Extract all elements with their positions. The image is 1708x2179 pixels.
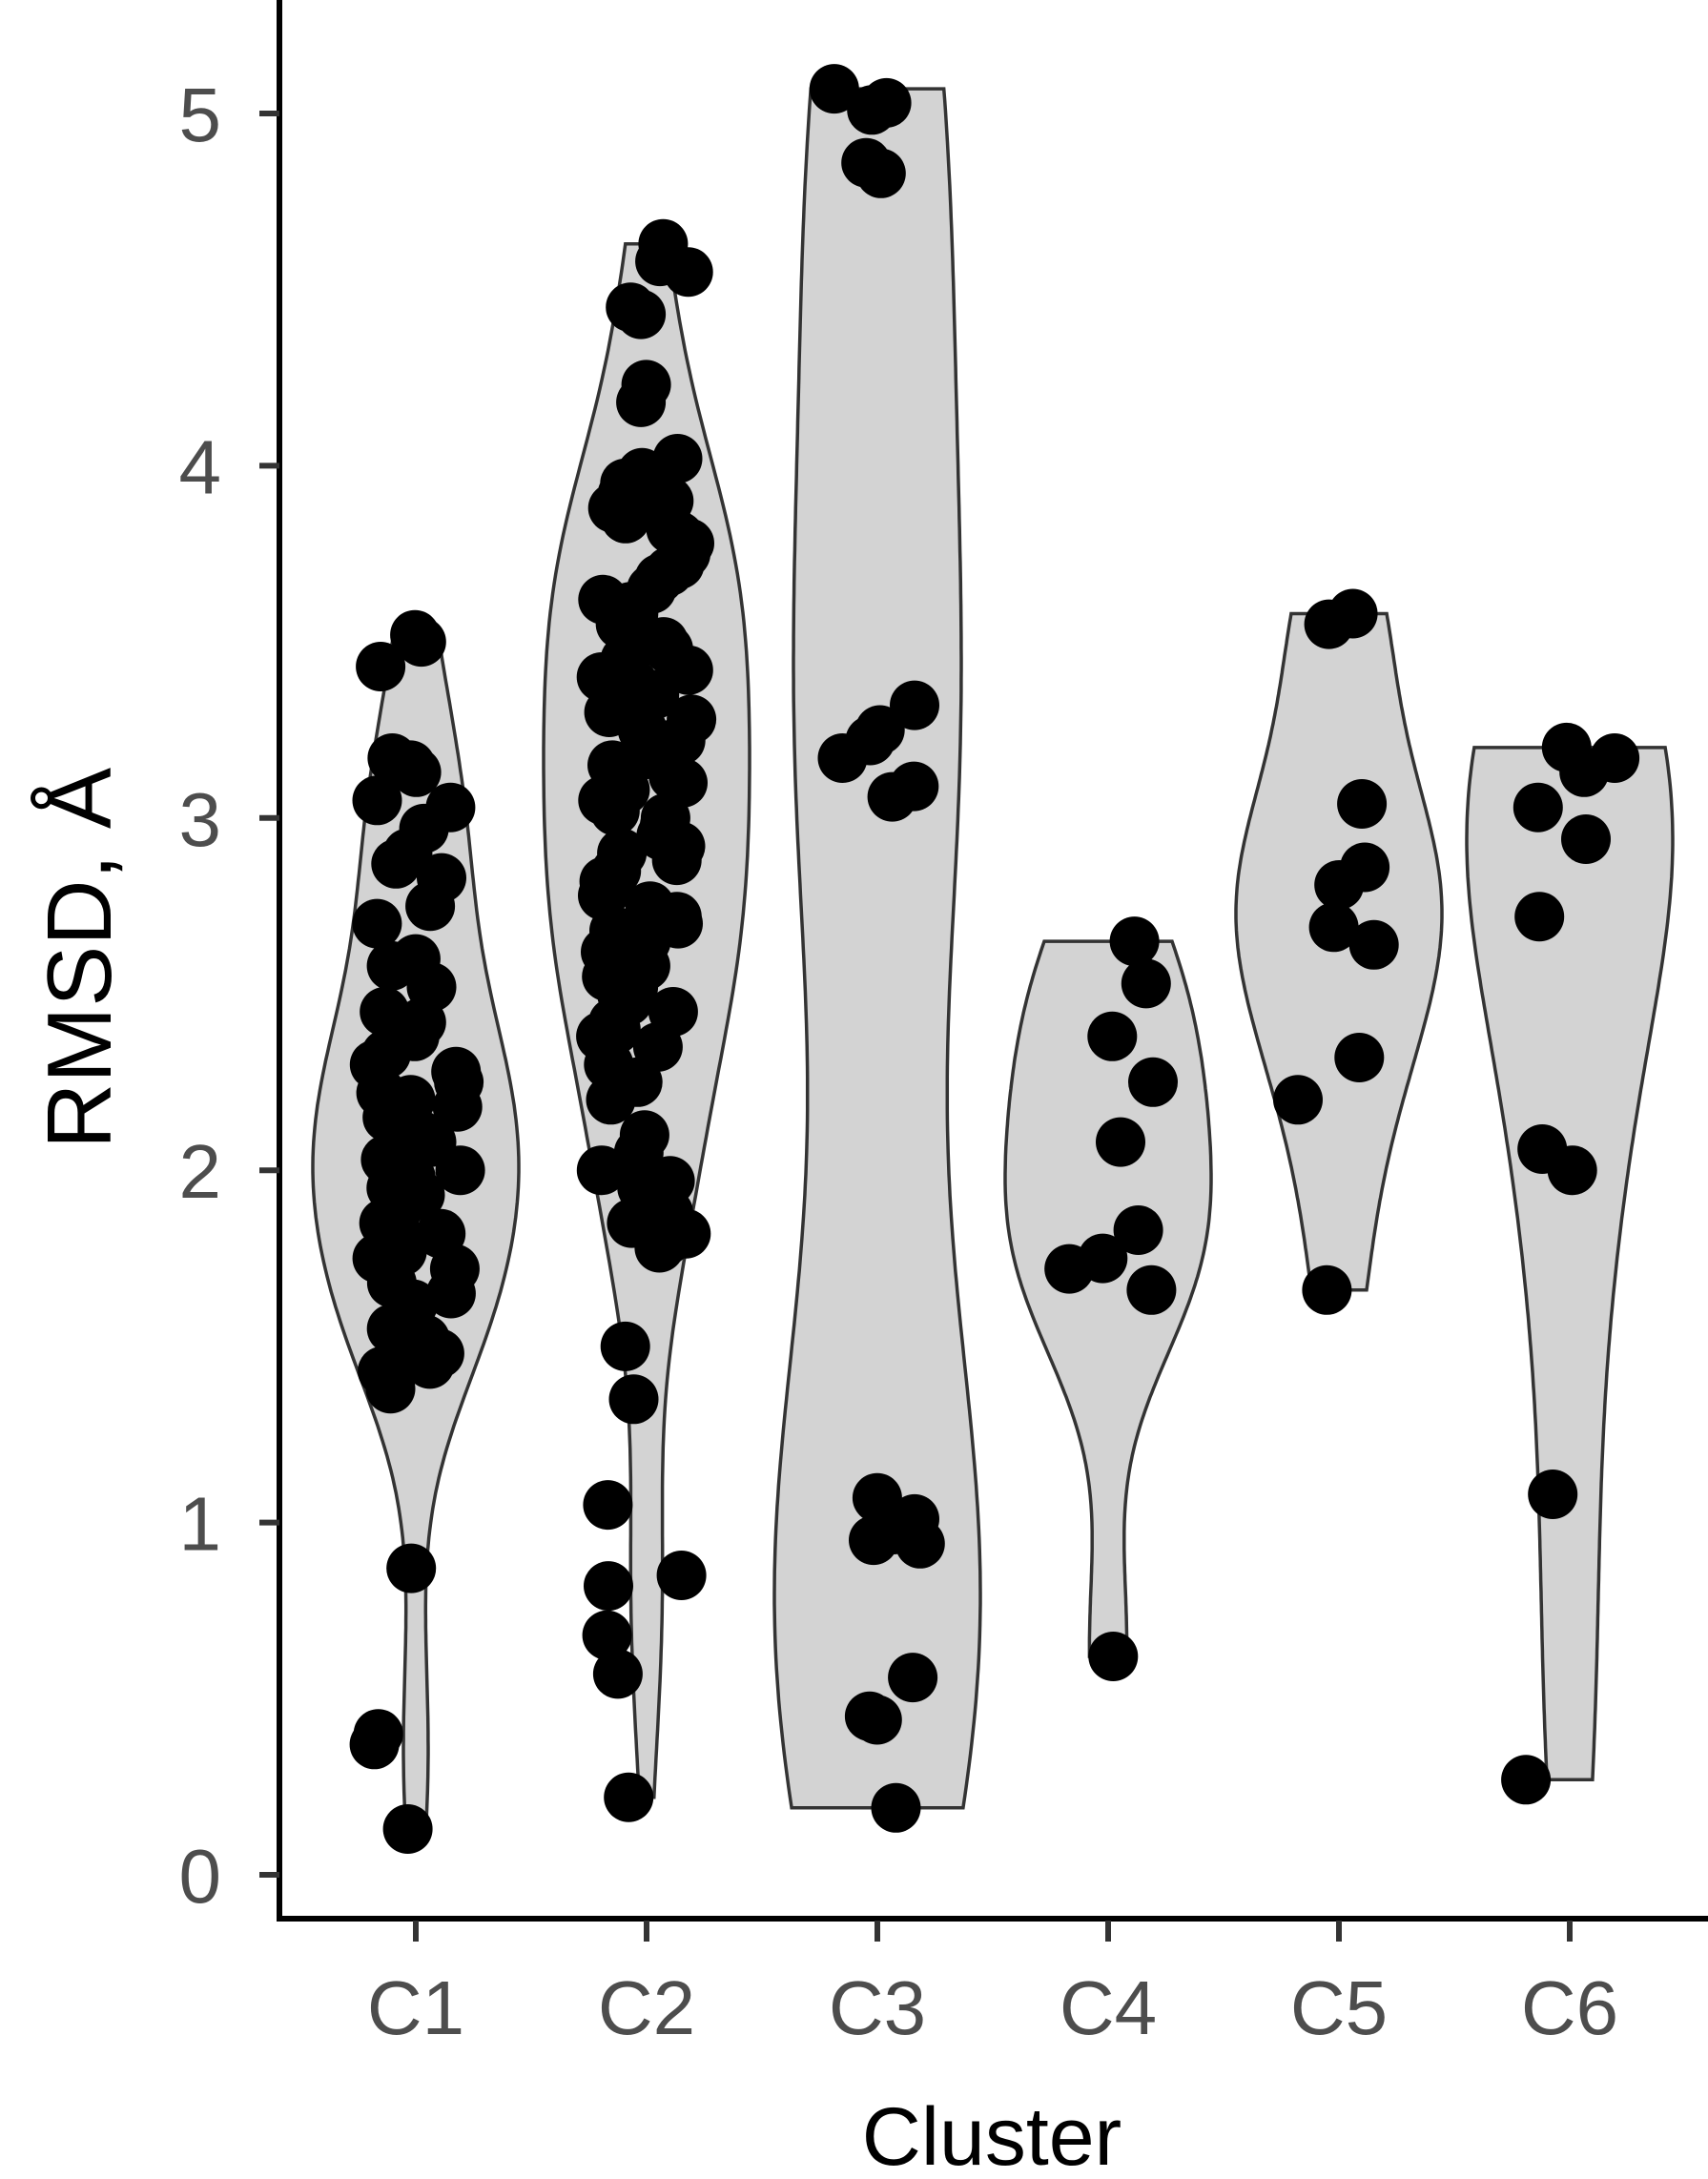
data-point: [1334, 1033, 1385, 1082]
data-point: [432, 1081, 483, 1132]
data-point: [435, 1145, 485, 1196]
x-tick-label-c4: C4: [1060, 1965, 1157, 2050]
x-tick-label-c2: C2: [598, 1965, 695, 2050]
data-point: [583, 1480, 633, 1531]
data-point: [1121, 958, 1171, 1009]
data-point: [888, 1653, 938, 1703]
data-point: [382, 1804, 433, 1854]
y-tick-label: 4: [179, 424, 222, 509]
data-point: [809, 64, 859, 114]
data-point: [1302, 1264, 1352, 1315]
data-point: [656, 1551, 707, 1600]
data-point: [608, 1374, 659, 1425]
data-point: [405, 881, 456, 932]
data-point: [586, 1075, 636, 1125]
data-point: [349, 1719, 400, 1770]
data-point: [616, 377, 667, 427]
data-point: [604, 1772, 654, 1822]
violins: [311, 87, 1675, 1831]
data-point: [425, 1268, 476, 1319]
data-point: [634, 1223, 685, 1273]
data-point: [1308, 902, 1359, 953]
violin-c2: [542, 241, 751, 1799]
data-point: [663, 247, 713, 298]
data-point: [1126, 1264, 1177, 1315]
data-point: [576, 1145, 627, 1196]
x-tick-label-c3: C3: [829, 1965, 926, 2050]
data-point: [396, 617, 446, 668]
data-points: [349, 64, 1640, 1854]
y-axis-title: RMSD, Å: [29, 768, 131, 1149]
data-point: [592, 1649, 643, 1699]
data-point: [404, 1339, 455, 1389]
data-point: [651, 835, 702, 886]
y-ticks: 0 1 2 3 4 5: [179, 72, 279, 1919]
data-point: [352, 898, 402, 949]
y-tick-label: 1: [179, 1482, 222, 1567]
data-point: [1528, 1470, 1578, 1519]
data-point: [1096, 1117, 1145, 1167]
data-point: [386, 1543, 437, 1593]
y-tick-label: 3: [179, 777, 222, 862]
x-tick-label-c1: C1: [367, 1965, 464, 2050]
data-point: [1314, 860, 1365, 910]
data-point: [600, 1321, 650, 1371]
data-point: [1088, 1632, 1139, 1681]
data-point: [871, 1782, 921, 1833]
data-point: [1513, 782, 1563, 833]
data-point: [601, 493, 650, 544]
data-point: [391, 747, 442, 797]
data-point: [1113, 1205, 1163, 1255]
x-ticks: C1 C2 C3 C4 C5 C6: [367, 1921, 1618, 2050]
data-point: [852, 1695, 902, 1745]
violin-c5: [1234, 611, 1444, 1292]
data-point: [1087, 1011, 1138, 1061]
data-point: [1109, 916, 1160, 967]
data-point: [1514, 892, 1565, 942]
data-point: [1547, 1145, 1597, 1196]
data-point: [855, 148, 906, 198]
x-tick-label-c5: C5: [1290, 1965, 1388, 2050]
axes: 0 1 2 3 4 5 C1 C2 C3 C4 C5 C6 RMSD, Å Cluster: [29, 0, 1708, 2179]
data-point: [1304, 599, 1354, 649]
x-axis-title: Cluster: [862, 2091, 1122, 2179]
data-point: [356, 642, 406, 691]
y-tick-label: 0: [179, 1834, 222, 1919]
data-point: [589, 786, 640, 836]
data-point: [1128, 1057, 1178, 1107]
y-tick-label: 2: [179, 1129, 222, 1214]
data-point: [371, 838, 422, 889]
data-point: [867, 771, 917, 822]
data-point: [365, 1364, 416, 1414]
data-point: [1044, 1244, 1095, 1294]
data-point: [366, 940, 417, 991]
data-point: [1559, 747, 1610, 797]
data-point: [849, 1515, 898, 1566]
data-point: [890, 680, 939, 730]
data-point: [584, 1561, 633, 1612]
violin-c6: [1465, 746, 1675, 1782]
data-point: [1501, 1755, 1552, 1805]
data-point: [1561, 814, 1611, 864]
data-point: [1348, 919, 1399, 970]
data-point: [582, 1610, 632, 1660]
data-point: [847, 85, 897, 135]
data-point: [352, 775, 402, 826]
data-point: [1337, 779, 1388, 829]
data-point: [817, 733, 868, 783]
x-tick-label-c6: C6: [1521, 1965, 1618, 2050]
y-tick-label: 5: [179, 72, 222, 157]
data-point: [895, 1518, 945, 1569]
violin-c4: [1003, 939, 1213, 1658]
data-point: [1273, 1075, 1323, 1125]
data-point: [616, 289, 667, 339]
